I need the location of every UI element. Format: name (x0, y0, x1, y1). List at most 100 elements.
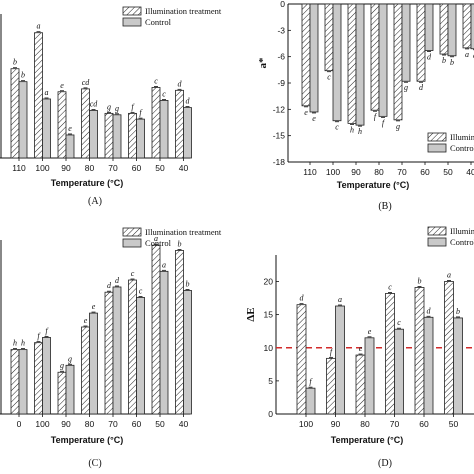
data-label: f (309, 377, 313, 386)
bar-control (332, 3, 342, 122)
panel-label: (C) (88, 458, 101, 469)
x-tick-label: 90 (61, 163, 71, 173)
bar-treatment (414, 287, 425, 415)
bar-treatment (462, 3, 472, 49)
chart-panel-2: 0 h h 100 ff 90 gg 80 ee 70 dd 60 cc 50 a a 40 b b Temperat… (0, 227, 222, 469)
bar-control (183, 107, 192, 159)
legend-label: Control (450, 237, 474, 247)
bar-treatment (128, 279, 137, 415)
x-tick-label: 80 (85, 419, 95, 429)
data-label: f (139, 108, 143, 117)
data-label: b (21, 71, 25, 80)
data-label: b (418, 276, 422, 285)
x-tick-label: 50 (155, 163, 165, 173)
bar-control (65, 364, 75, 415)
x-axis-label: Temperature (°C) (51, 435, 123, 445)
data-label: b (13, 58, 17, 67)
data-label: c (335, 123, 339, 132)
legend-swatch (427, 226, 447, 236)
x-tick-label: 110 (303, 167, 317, 177)
y-tick-label: 0 (280, 0, 285, 9)
legend-swatch (427, 237, 447, 247)
data-label: a (447, 271, 451, 280)
bar-treatment (104, 291, 114, 415)
x-tick-label: 40 (179, 163, 189, 173)
data-label: f (45, 326, 49, 335)
bar-treatment (81, 88, 90, 159)
x-tick-label: 90 (61, 419, 71, 429)
y-axis-label: a* (257, 57, 269, 69)
data-label: c (397, 318, 401, 327)
x-tick-label: 60 (132, 419, 142, 429)
chart-panel-3: 0 5 10 15 20 ΔE 100 d f 90 f a 80 ee 70 c c 60 b d 50 a b Tempe… (245, 226, 474, 469)
data-label: b (450, 58, 454, 67)
bar-treatment (326, 357, 336, 415)
data-label: d (178, 79, 183, 88)
data-label: e (60, 81, 64, 90)
bar-control (453, 317, 463, 415)
x-tick-label: 100 (299, 419, 313, 429)
data-label: g (396, 122, 400, 131)
y-tick-label: -12 (273, 104, 286, 114)
bar-control (394, 328, 404, 415)
bar-control (159, 270, 169, 415)
bar-treatment (416, 3, 426, 82)
bar-treatment (151, 244, 161, 415)
bar-treatment (104, 112, 114, 159)
x-tick-label: 70 (397, 167, 407, 177)
x-axis-label: Temperature (°C) (51, 178, 123, 188)
x-tick-label: 50 (449, 419, 459, 429)
x-tick-label: 80 (85, 163, 95, 173)
bar-control (42, 98, 51, 159)
bar-control (42, 337, 51, 415)
legend-label: Illumination treatment (145, 227, 222, 237)
bar-treatment (151, 87, 161, 159)
bar-treatment (128, 112, 137, 159)
data-label: e (92, 302, 96, 311)
bar-treatment (34, 32, 43, 159)
data-label: g (68, 354, 72, 363)
bar-control (89, 110, 98, 159)
chart-panel-0: 110 bb 100 a a 90 e e 80 cd cd 70 g g 60 ff 50 cc 40 dd Temp… (0, 6, 222, 207)
data-label: e (68, 124, 72, 133)
legend-swatch (427, 143, 447, 153)
panel-label: (D) (378, 458, 392, 469)
bar-treatment (385, 293, 395, 415)
data-label: f (131, 102, 135, 111)
data-label: h (21, 339, 25, 348)
data-label: a (45, 88, 49, 97)
bar-control (309, 3, 319, 113)
bar-treatment (57, 91, 67, 159)
y-tick-label: -3 (277, 25, 285, 35)
data-label: cd (82, 78, 91, 87)
x-axis-label: Temperature (°C) (337, 180, 409, 190)
bar-control (159, 100, 169, 159)
data-label: g (115, 104, 119, 113)
bar-treatment (347, 3, 357, 124)
data-label: cd (90, 99, 99, 108)
x-axis-label: Temperature (°C) (331, 435, 403, 445)
data-label: b (456, 307, 460, 316)
bar-control (423, 316, 434, 415)
legend-label: Control (145, 238, 172, 248)
data-label: a (162, 260, 166, 269)
legend-swatch (122, 6, 142, 16)
legend-label: Control (145, 17, 172, 27)
data-label: e (304, 108, 308, 117)
bar-control (335, 305, 345, 415)
x-tick-label: 60 (132, 163, 142, 173)
legend-swatch (122, 17, 142, 27)
bar-treatment (57, 371, 67, 415)
chart-panel-1: 0 -3 -6 -9 -12 -15 -18 a* 110 ee 100 c c 90 h h 80 ff 70 g g… (257, 0, 474, 212)
data-label: h (13, 339, 17, 348)
data-label: f (330, 347, 334, 356)
data-label: e (84, 316, 88, 325)
data-label: a (37, 22, 41, 31)
bar-control (89, 312, 98, 415)
x-tick-label: 0 (17, 419, 22, 429)
legend-swatch (122, 227, 142, 237)
bar-treatment (175, 250, 184, 415)
data-label: d (107, 281, 112, 290)
legend-label: Control (450, 143, 474, 153)
y-tick-label: 5 (268, 376, 273, 386)
